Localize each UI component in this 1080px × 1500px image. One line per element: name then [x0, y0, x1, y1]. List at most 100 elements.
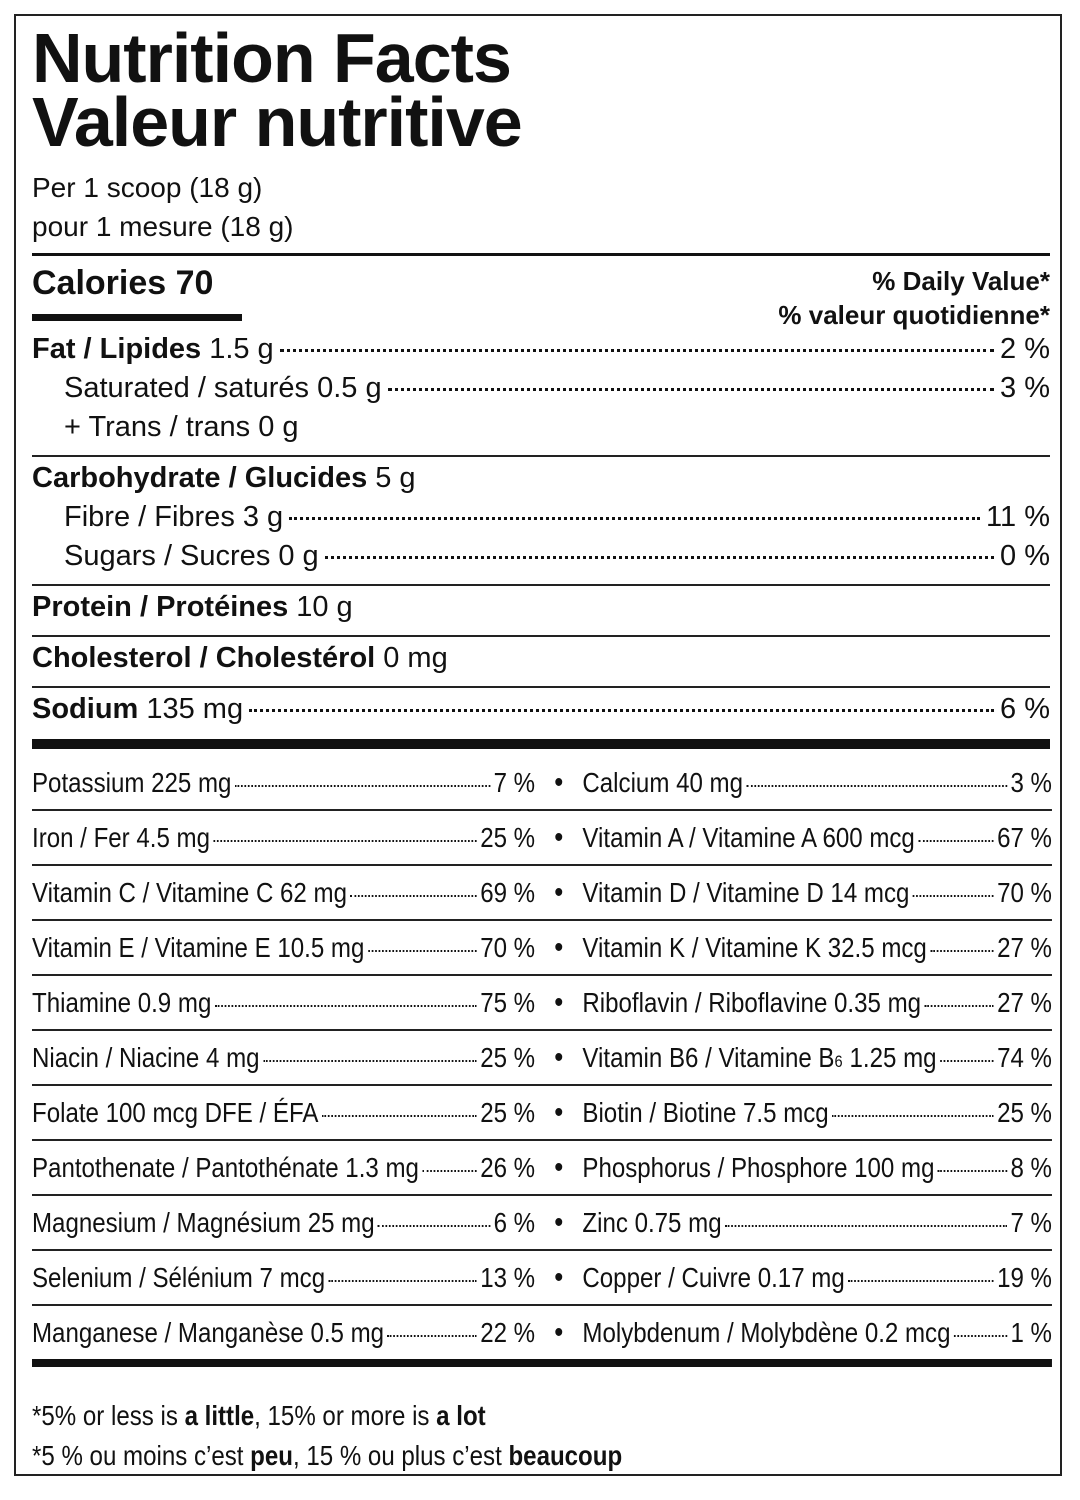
calories: Calories 70 — [32, 264, 214, 302]
nutrient-row: Sugars / Sucres 0 g 0 % — [32, 537, 1050, 576]
micronutrient-name: Vitamin D / Vitamine D 14 mcg — [582, 876, 910, 908]
dot-leader — [234, 784, 491, 787]
nutrient-group: Cholesterol / Cholestérol 0 mg — [32, 637, 1050, 688]
footnote-text: *5 % ou moins c’est — [32, 1440, 251, 1471]
daily-value: 6 % — [493, 1206, 536, 1238]
nutrient-row: Protein / Protéines 10 g — [32, 588, 1050, 627]
footnote-text: , 15 % ou plus c’est — [292, 1440, 509, 1471]
micronutrient: Manganese / Manganèse 0.5 mg 22 % — [32, 1317, 535, 1349]
micronutrient-row: Niacin / Niacine 4 mg 25 % • Vitamin B6 / V… — [32, 1031, 1052, 1086]
daily-value: 25 % — [480, 1096, 536, 1128]
dot-leader — [832, 1114, 994, 1117]
bullet: • — [554, 1150, 564, 1184]
dot-leader — [387, 388, 995, 391]
daily-value: 26 % — [480, 1151, 536, 1183]
nutrient-group: Carbohydrate / Glucides 5 g Fibre / Fibres… — [32, 457, 1050, 586]
subscript: 6 — [834, 1051, 843, 1071]
dot-leader — [324, 556, 995, 559]
nutrient-name: Carbohydrate / Glucides — [32, 462, 368, 494]
bullet: • — [554, 1205, 564, 1239]
footnote: *5% or less is a little, 15% or more is … — [32, 1396, 1052, 1476]
micronutrient-row: Pantothenate / Pantothénate 1.3 mg 26 % • P… — [32, 1141, 1052, 1196]
nutrient-name: Fibre / Fibres 3 g — [64, 501, 284, 533]
dot-leader — [289, 517, 981, 520]
dot-leader — [249, 709, 995, 712]
micronutrient: Vitamin A / Vitamine A 600 mcg 67 % — [582, 822, 1052, 854]
micronutrient-row: Vitamin C / Vitamine C 62 mg 69 % • Vitamin… — [32, 866, 1052, 921]
daily-value: 27 % — [997, 931, 1052, 963]
dot-leader — [262, 1059, 477, 1062]
micronutrients: Potassium 225 mg 7 % • Calcium 40 mg 3 % Iron… — [32, 756, 1052, 1367]
daily-value: 3 % — [1000, 372, 1050, 404]
dot-leader — [328, 1279, 477, 1282]
nutrient-row: Cholesterol / Cholestérol 0 mg — [32, 639, 1050, 678]
nutrition-label: Nutrition Facts Valeur nutritive Per 1 s… — [14, 14, 1062, 1476]
nutrient-row: + Trans / trans 0 g — [32, 408, 1050, 447]
micronutrient: Potassium 225 mg 7 % — [32, 767, 535, 799]
daily-value: 7 % — [493, 766, 536, 798]
daily-value: 7 % — [1010, 1206, 1052, 1238]
daily-value-header: % Daily Value* % valeur quotidienne* — [778, 264, 1050, 332]
micronutrient-row: Folate 100 mcg DFE / ÉFA 25 % • Biotin / Bi… — [32, 1086, 1052, 1141]
micronutrient-name: Niacin / Niacine 4 mg — [32, 1041, 260, 1073]
micronutrient-row: Potassium 225 mg 7 % • Calcium 40 mg 3 % — [32, 756, 1052, 811]
dot-leader — [848, 1279, 994, 1282]
micronutrient: Niacin / Niacine 4 mg 25 % — [32, 1042, 535, 1074]
nutrient-group: Fat / Lipides 1.5 g 2 % Saturated / saturés… — [32, 328, 1050, 457]
nutrient-row: Saturated / saturés 0.5 g 3 % — [32, 369, 1050, 408]
micronutrient-row: Vitamin E / Vitamine E 10.5 mg 70 % • Vitam… — [32, 921, 1052, 976]
nutrient-name: Saturated / saturés 0.5 g — [64, 372, 382, 404]
bullet: • — [554, 820, 564, 854]
micronutrient: Molybdenum / Molybdène 0.2 mcg 1 % — [582, 1317, 1052, 1349]
daily-value: 67 % — [997, 821, 1052, 853]
dot-leader — [924, 1004, 994, 1007]
micronutrient: Vitamin B6 / Vitamine B 6 1.25 mg 74 % — [582, 1042, 1052, 1074]
micronutrient-name: Pantothenate / Pantothénate 1.3 mg — [32, 1151, 419, 1183]
footnote-line: *5% or less is a little, 15% or more is … — [32, 1396, 1052, 1436]
micronutrient: Phosphorus / Phosphore 100 mg 8 % — [582, 1152, 1052, 1184]
serving-fr: pour 1 mesure (18 g) — [32, 211, 294, 242]
dv-header-fr: % valeur quotidienne* — [778, 300, 1050, 330]
nutrient-name: Sugars / Sucres 0 g — [64, 540, 319, 572]
micronutrient-name: Manganese / Manganèse 0.5 mg — [32, 1316, 385, 1348]
micronutrient: Pantothenate / Pantothénate 1.3 mg 26 % — [32, 1152, 535, 1184]
footnote-text: peu — [250, 1440, 293, 1471]
micronutrient: Magnesium / Magnésium 25 mg 6 % — [32, 1207, 535, 1239]
daily-value: 75 % — [480, 986, 536, 1018]
dot-leader — [937, 1169, 1008, 1172]
footnote-text: a little — [184, 1400, 255, 1431]
dot-leader — [725, 1224, 1008, 1227]
calories-bar — [32, 314, 242, 321]
micronutrient: Vitamin C / Vitamine C 62 mg 69 % — [32, 877, 535, 909]
bullet: • — [554, 930, 564, 964]
daily-value: 13 % — [480, 1261, 536, 1293]
micronutrient: Calcium 40 mg 3 % — [582, 767, 1052, 799]
footnote-text: , 15% or more is — [254, 1400, 437, 1431]
nutrient-amount: 135 mg — [146, 693, 244, 725]
micronutrient-name: Copper / Cuivre 0.17 mg — [582, 1261, 845, 1293]
micronutrient-row: Iron / Fer 4.5 mg 25 % • Vitamin A / Vitami… — [32, 811, 1052, 866]
micronutrient: Zinc 0.75 mg 7 % — [582, 1207, 1052, 1239]
micronutrient: Iron / Fer 4.5 mg 25 % — [32, 822, 535, 854]
micronutrient-name: Vitamin E / Vitamine E 10.5 mg — [32, 931, 365, 963]
dot-leader — [387, 1334, 477, 1337]
nutrient-row: Fat / Lipides 1.5 g 2 % — [32, 330, 1050, 369]
dot-leader — [912, 894, 994, 897]
daily-value: 19 % — [997, 1261, 1052, 1293]
micronutrient-name: Iron / Fer 4.5 mg — [32, 821, 210, 853]
micronutrient-name: Thiamine 0.9 mg — [32, 986, 212, 1018]
serving-block: Per 1 scoop (18 g) pour 1 mesure (18 g) — [32, 168, 1050, 246]
dot-leader — [746, 784, 1008, 787]
daily-value: 74 % — [997, 1041, 1052, 1073]
bullet: • — [554, 985, 564, 1019]
micronutrient-name: Riboflavin / Riboflavine 0.35 mg — [582, 986, 922, 1018]
micronutrient: Thiamine 0.9 mg 75 % — [32, 987, 535, 1019]
bullet: • — [554, 1260, 564, 1294]
dot-leader — [378, 1224, 491, 1227]
micronutrient-name: Vitamin A / Vitamine A 600 mcg — [582, 821, 915, 853]
dot-leader — [214, 1004, 477, 1007]
daily-value: 3 % — [1010, 766, 1052, 798]
dot-leader — [918, 839, 994, 842]
dot-leader — [213, 839, 477, 842]
daily-value: 25 % — [997, 1096, 1052, 1128]
